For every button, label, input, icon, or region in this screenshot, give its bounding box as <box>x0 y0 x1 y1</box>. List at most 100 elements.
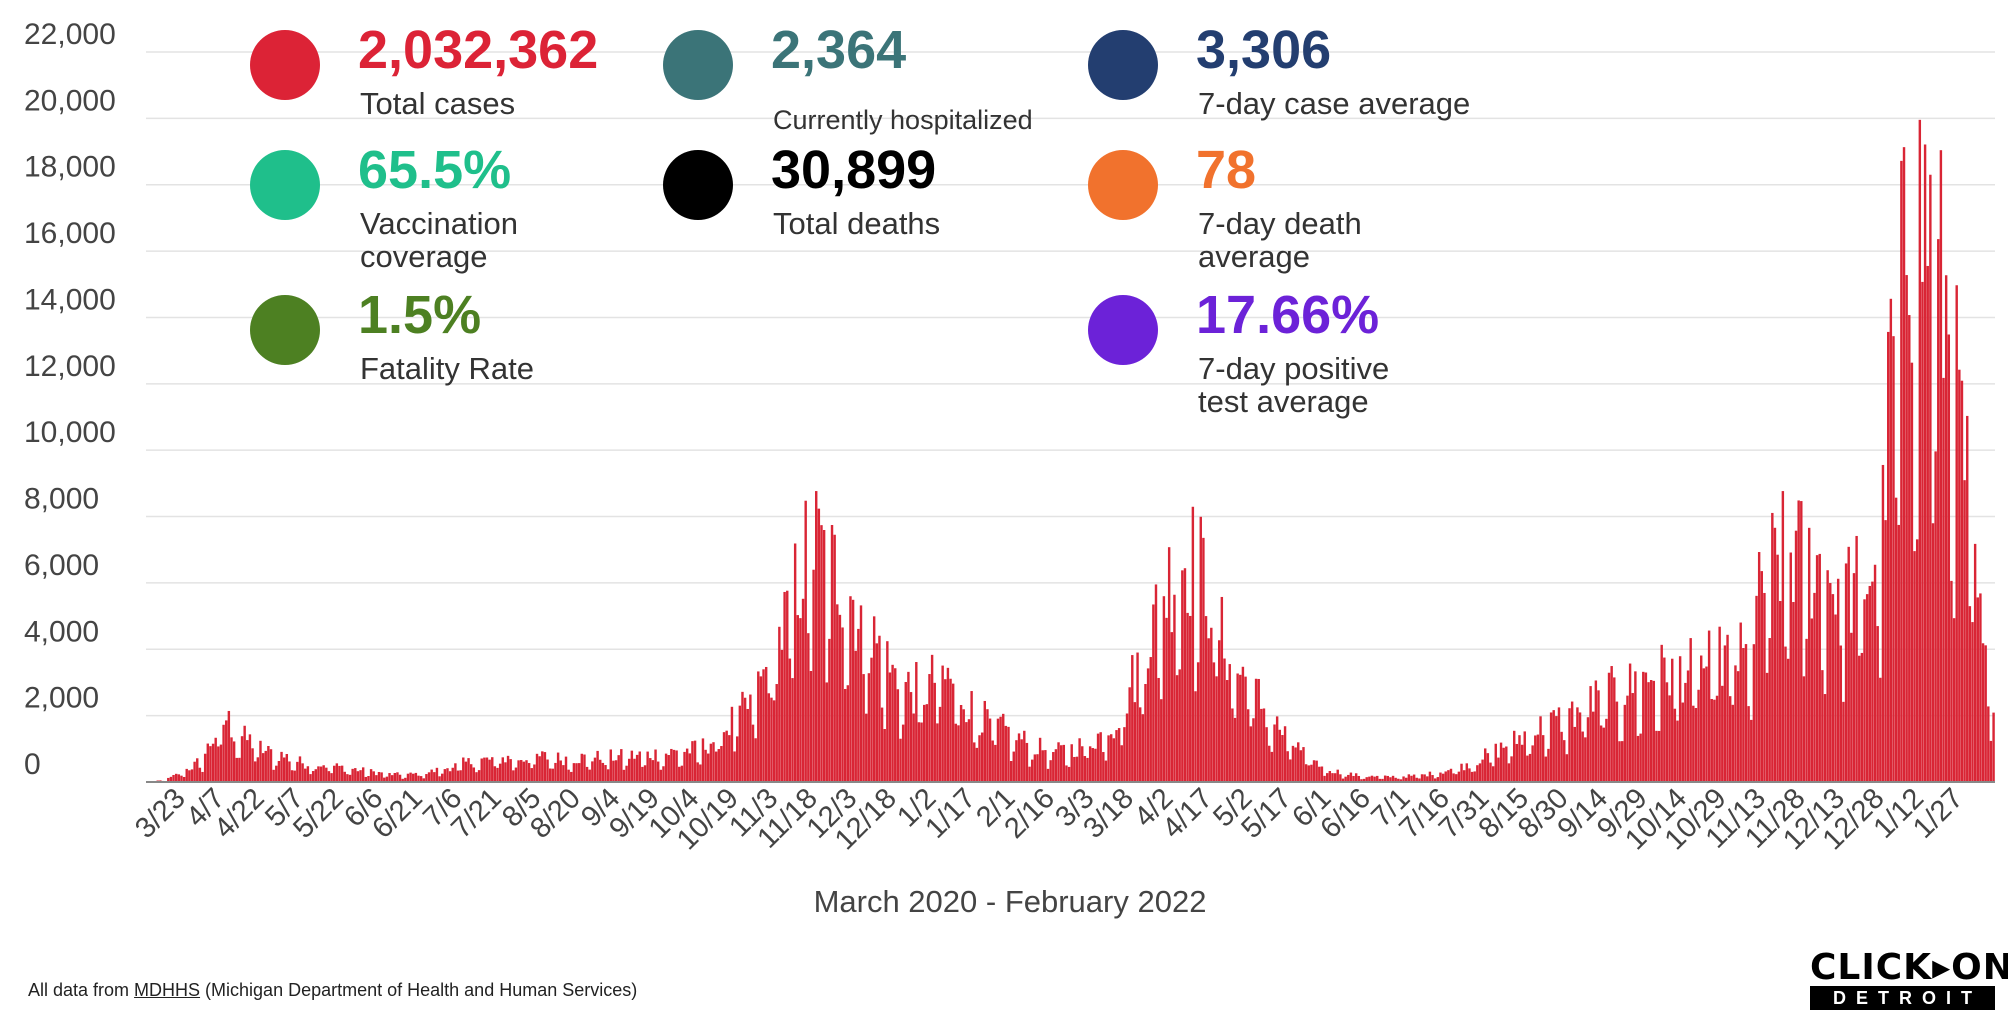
stat-dot <box>663 30 733 100</box>
bar <box>267 746 270 782</box>
mdhhs-link[interactable]: MDHHS <box>134 980 201 1000</box>
bar <box>1552 710 1555 782</box>
bar <box>614 760 618 782</box>
bar <box>1844 563 1848 782</box>
bar <box>1555 716 1558 782</box>
bar <box>1083 756 1087 782</box>
bar <box>1847 546 1850 782</box>
bar <box>1020 739 1023 782</box>
bar <box>498 763 502 782</box>
stat-value: 2,032,362 <box>358 20 599 80</box>
bar <box>1660 644 1663 782</box>
bar <box>951 683 955 782</box>
bar <box>1183 568 1187 782</box>
bar <box>1934 451 1937 782</box>
bar <box>1836 578 1840 782</box>
bar <box>1260 708 1263 782</box>
bar <box>635 754 639 782</box>
bar <box>1102 752 1105 782</box>
bar <box>522 761 526 782</box>
bar <box>1618 741 1621 782</box>
bar <box>1805 638 1808 782</box>
bar <box>364 776 368 782</box>
bar <box>1813 592 1816 782</box>
bar <box>1415 777 1418 782</box>
bar <box>541 751 544 782</box>
bar <box>293 770 296 782</box>
bar <box>1468 768 1471 782</box>
bar <box>1673 708 1677 782</box>
bar <box>1721 685 1724 782</box>
bar <box>443 769 447 782</box>
bar <box>1684 682 1687 782</box>
y-tick-label: 2,000 <box>24 682 99 715</box>
bar <box>738 705 742 782</box>
bar <box>883 729 886 782</box>
bar <box>1433 778 1437 782</box>
bar <box>928 674 931 782</box>
bar <box>965 722 968 782</box>
bar <box>1736 671 1740 782</box>
bar <box>1162 596 1166 782</box>
bar <box>796 615 799 782</box>
stat-value: 17.66% <box>1196 285 1380 345</box>
bar <box>330 773 333 782</box>
bar <box>783 591 786 782</box>
bar <box>1800 501 1803 782</box>
bar <box>759 676 763 782</box>
bar <box>633 758 636 782</box>
bar <box>1981 643 1985 782</box>
bar <box>1786 658 1790 782</box>
bar <box>775 684 778 782</box>
bar <box>464 761 468 782</box>
chart-grid <box>146 51 1995 717</box>
bar <box>735 736 739 782</box>
bar <box>1942 377 1945 782</box>
bar <box>1112 738 1116 782</box>
bar <box>1489 762 1492 782</box>
bar <box>275 765 278 782</box>
bar <box>988 718 992 782</box>
bar <box>1565 754 1569 782</box>
stat-label: 7-day case average <box>1198 86 1471 121</box>
bar <box>743 697 747 782</box>
bar <box>1186 612 1189 782</box>
bar <box>390 775 394 782</box>
bar <box>741 691 744 782</box>
bar <box>1191 506 1195 782</box>
bar <box>1644 672 1648 782</box>
bar <box>762 669 765 782</box>
bar <box>996 718 1000 782</box>
bar <box>799 618 802 782</box>
bar <box>1215 676 1218 782</box>
bar <box>1671 658 1674 782</box>
bar <box>846 685 850 782</box>
bar <box>1476 765 1479 782</box>
stat-value: 30,899 <box>771 140 937 200</box>
bar <box>201 771 204 782</box>
bar <box>1752 644 1756 782</box>
bar <box>372 771 375 782</box>
bar <box>820 525 823 782</box>
bar <box>941 665 944 782</box>
bar <box>290 770 294 782</box>
bar <box>1278 729 1281 782</box>
bar <box>1347 774 1350 782</box>
bar <box>1065 765 1068 782</box>
bar <box>530 768 533 782</box>
bar <box>1647 682 1650 782</box>
bar <box>1333 773 1337 782</box>
bar <box>854 650 857 782</box>
bar <box>454 763 457 782</box>
bar <box>662 766 665 782</box>
bar <box>938 706 942 782</box>
bar <box>1460 763 1463 782</box>
bar <box>1115 730 1118 782</box>
bar <box>1976 597 1979 782</box>
bar <box>209 746 212 782</box>
bar <box>1376 775 1379 782</box>
bar <box>1265 727 1268 782</box>
bar <box>1104 760 1108 782</box>
bar <box>836 604 839 782</box>
